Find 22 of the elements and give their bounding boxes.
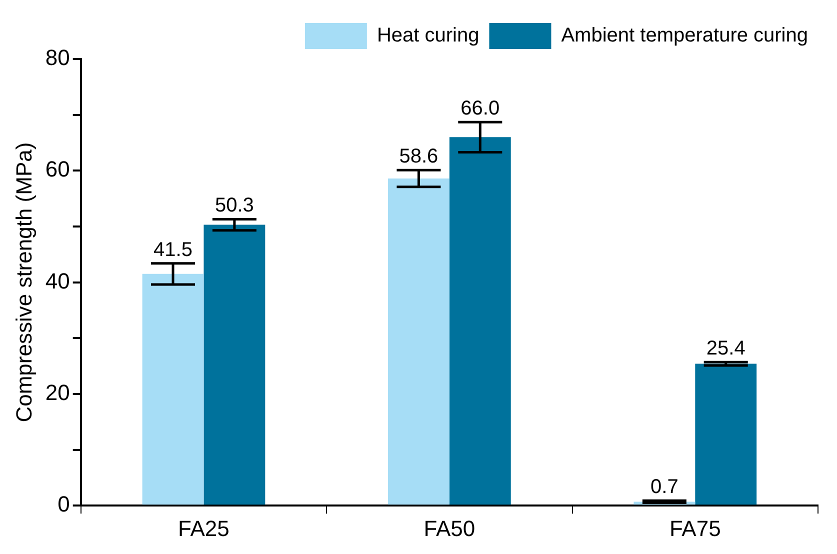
y-tick-label: 0 <box>58 492 70 517</box>
x-tick-label: FA75 <box>669 516 721 541</box>
x-tick-label: FA25 <box>178 516 230 541</box>
bar <box>204 224 266 505</box>
y-tick-label: 20 <box>45 380 70 406</box>
x-tick-label: FA50 <box>424 516 476 541</box>
data-label: 58.6 <box>399 146 438 168</box>
bar <box>449 137 511 505</box>
bar <box>142 274 204 505</box>
data-label: 0.7 <box>650 476 678 498</box>
data-label: 50.3 <box>214 194 254 217</box>
y-axis-title: Compressive strength (MPa) <box>11 142 36 422</box>
y-tick-label: 60 <box>45 156 70 182</box>
data-label: 25.4 <box>706 338 746 360</box>
legend-label: Heat curing <box>376 24 480 47</box>
legend-label: Ambient temperature curing <box>561 24 808 47</box>
bar <box>695 364 757 505</box>
data-label: 66.0 <box>460 98 500 120</box>
bar <box>388 178 450 505</box>
y-tick-label: 40 <box>45 268 70 294</box>
data-label: 41.5 <box>154 238 192 261</box>
y-tick-label: 80 <box>45 45 70 70</box>
